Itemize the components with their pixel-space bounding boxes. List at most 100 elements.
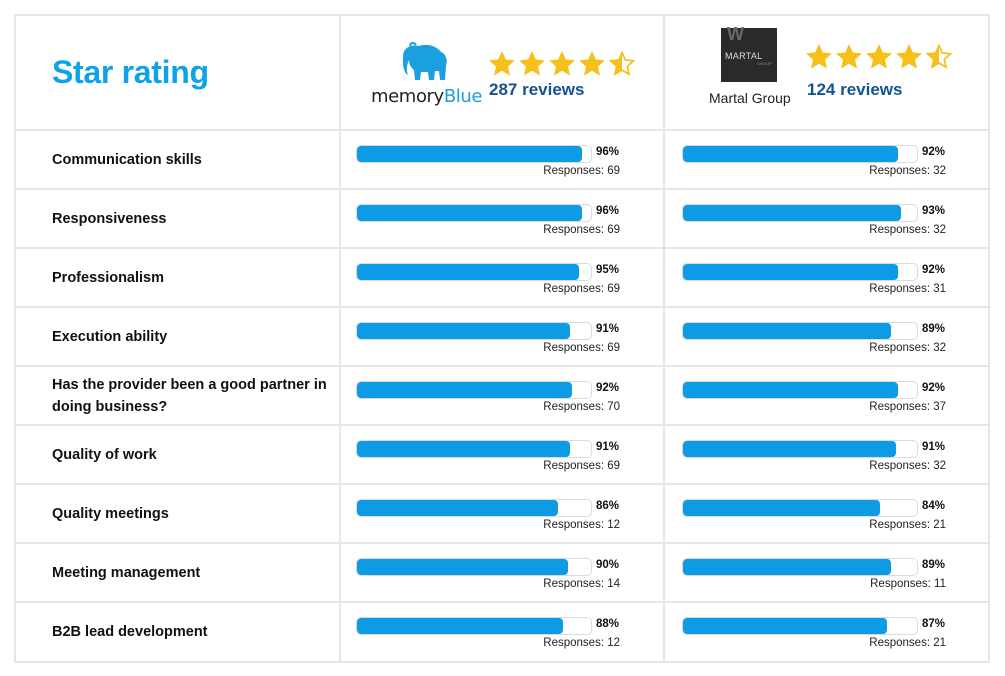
percent-label: 95% [596,264,620,276]
table-row: Professionalism 95% Responses: 69 92% Respon… [16,248,988,307]
row-divider [16,188,988,190]
provider-header-martal: W MARTAL GROUP Martal Group 124 reviews [665,16,988,130]
bar [357,500,559,516]
star-icon [896,44,922,69]
bar [357,559,568,575]
metric-martal: 92% Responses: 32 [682,145,946,187]
responses-label: Responses: 37 [869,401,946,413]
category-label: Quality meetings [52,505,169,522]
memoryblue-wordmark: memoryBlue [371,86,483,107]
metric-martal: 92% Responses: 37 [682,381,946,423]
bar [357,323,570,339]
star-icon [549,51,575,76]
responses-label: Responses: 69 [543,224,620,236]
responses-label: Responses: 69 [543,460,620,472]
bar-track [356,263,592,281]
memoryblue-logo[interactable]: memoryBlue [371,42,482,107]
bar [683,559,892,575]
bar [683,146,899,162]
bar [683,500,880,516]
responses-label: Responses: 21 [869,519,946,531]
star-half-icon [609,51,635,76]
metric-martal: 89% Responses: 32 [682,322,946,364]
bar-track [682,499,918,517]
percent-label: 91% [596,323,620,335]
bar [683,205,901,221]
reviews-link[interactable]: 124 reviews [807,80,903,99]
percent-label: 93% [922,205,946,217]
bar [683,382,899,398]
bar [357,441,570,457]
percent-label: 91% [596,441,620,453]
bar-track [682,440,918,458]
comparison-table: Star rating memoryBlue 287 reviews W MAR… [14,14,990,663]
bar-track [356,381,592,399]
responses-label: Responses: 14 [543,578,620,590]
metric-martal: 89% Responses: 11 [682,558,946,600]
table-row: Execution ability 91% Responses: 69 89% Resp… [16,307,988,366]
metric-memoryblue: 86% Responses: 12 [356,499,620,541]
metric-memoryblue: 92% Responses: 70 [356,381,620,423]
row-divider [16,129,988,131]
bar [683,441,896,457]
metric-martal: 87% Responses: 21 [682,617,946,659]
bar-track [682,381,918,399]
metric-memoryblue: 90% Responses: 14 [356,558,620,600]
category-label: Responsiveness [52,210,167,227]
table-row: Quality of work 91% Responses: 69 91% Respon… [16,425,988,484]
bar [357,382,573,398]
star-icon [866,44,892,69]
bar-track [682,145,918,163]
row-divider [16,247,988,249]
responses-label: Responses: 32 [869,165,946,177]
martal-logo-box: W MARTAL GROUP [721,24,777,82]
percent-label: 96% [596,146,620,158]
percent-label: 92% [596,382,620,394]
star-rating [806,44,952,70]
responses-label: Responses: 12 [543,519,620,531]
table-row: Has the provider been a good partner in … [16,366,988,425]
page-title: Star rating [52,54,209,90]
percent-label: 90% [596,559,620,571]
star-icon [489,51,515,76]
percent-label: 86% [596,500,620,512]
category-label: Quality of work [52,446,157,463]
percent-label: 89% [922,323,946,335]
bar-track [682,558,918,576]
percent-label: 87% [922,618,946,630]
responses-label: Responses: 32 [869,342,946,354]
metric-memoryblue: 96% Responses: 69 [356,204,620,246]
metric-memoryblue: 91% Responses: 69 [356,440,620,482]
martal-wordmark: Martal Group [709,90,791,106]
metric-memoryblue: 88% Responses: 12 [356,617,620,659]
bar-track [682,322,918,340]
category-label: Communication skills [52,151,202,168]
percent-label: 92% [922,382,946,394]
row-divider [16,424,988,426]
star-rating [489,51,635,77]
metric-martal: 91% Responses: 32 [682,440,946,482]
category-label: Has the provider been a good partner in … [52,376,327,415]
table-row: Meeting management 90% Responses: 14 89% Res… [16,543,988,602]
bar-track [682,263,918,281]
star-half-icon [926,44,952,69]
bar [683,264,899,280]
metric-martal: 92% Responses: 31 [682,263,946,305]
table-row: Responsiveness 96% Responses: 69 93% Respons… [16,189,988,248]
martal-logo[interactable]: W MARTAL GROUP Martal Group [709,24,803,108]
category-label: B2B lead development [52,623,208,640]
star-icon [806,44,832,69]
reviews-link[interactable]: 287 reviews [489,80,585,99]
responses-label: Responses: 69 [543,342,620,354]
bar [357,205,582,221]
responses-label: Responses: 69 [543,165,620,177]
responses-label: Responses: 69 [543,283,620,295]
metric-memoryblue: 91% Responses: 69 [356,322,620,364]
row-divider [16,483,988,485]
percent-label: 96% [596,205,620,217]
percent-label: 88% [596,618,620,630]
bar-track [356,617,592,635]
row-divider [16,542,988,544]
responses-label: Responses: 70 [543,401,620,413]
metric-martal: 93% Responses: 32 [682,204,946,246]
